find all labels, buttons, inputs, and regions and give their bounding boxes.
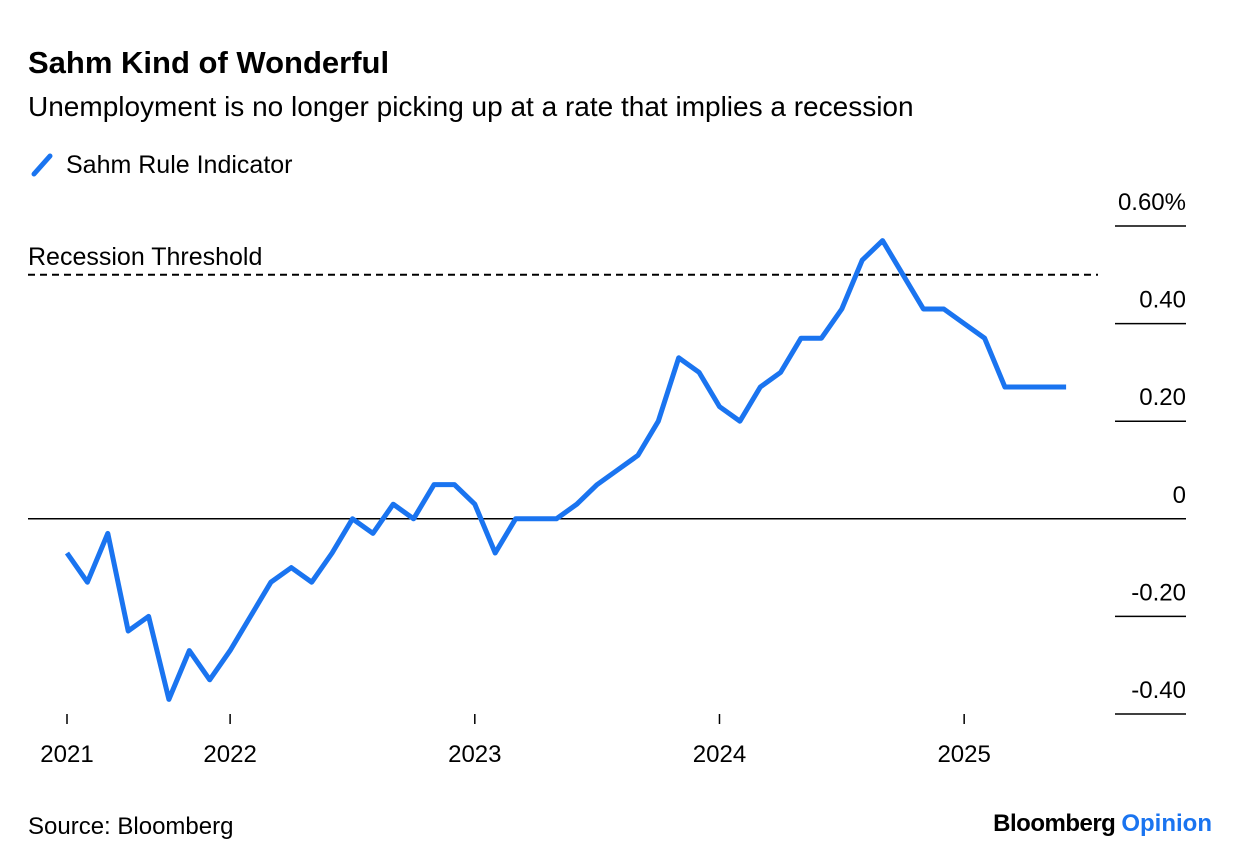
x-tick-label: 2021	[40, 741, 93, 768]
x-tick-label: 2025	[937, 741, 990, 768]
brand: Bloomberg Opinion	[993, 810, 1212, 837]
y-tick-label: 0.40	[1139, 287, 1186, 314]
chart-title: Sahm Kind of Wonderful	[28, 45, 389, 80]
x-tick-label: 2023	[448, 741, 501, 768]
y-tick-label: 0.20	[1139, 384, 1186, 411]
series-line	[64, 238, 1067, 702]
threshold-label: Recession Threshold	[28, 243, 262, 271]
legend-label: Sahm Rule Indicator	[66, 151, 293, 179]
x-tick-label: 2022	[203, 741, 256, 768]
x-tick-label: 2024	[693, 741, 746, 768]
y-tick-label: 0.60%	[1118, 189, 1186, 216]
legend-swatch	[31, 153, 53, 177]
y-tick-label: 0	[1173, 482, 1186, 509]
source: Source: Bloomberg	[28, 813, 233, 840]
y-tick-label: -0.40	[1131, 677, 1186, 704]
chart-subtitle: Unemployment is no longer picking up at …	[28, 91, 914, 122]
y-tick-label: -0.20	[1131, 579, 1186, 606]
brand-name: Bloomberg	[993, 810, 1115, 837]
brand-suffix: Opinion	[1121, 810, 1212, 837]
